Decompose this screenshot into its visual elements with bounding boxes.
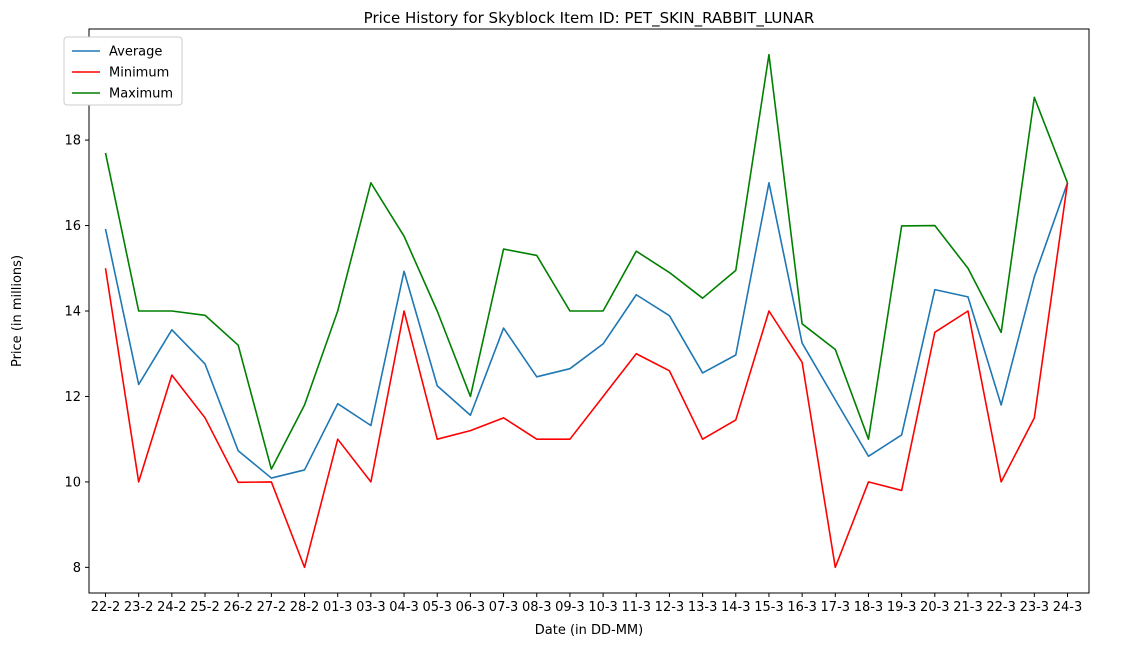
x-tick-label: 04-3 xyxy=(389,600,419,615)
x-tick-label: 17-3 xyxy=(821,600,851,615)
chart-title: Price History for Skyblock Item ID: PET_… xyxy=(364,9,815,28)
x-tick-label: 08-3 xyxy=(522,600,552,615)
legend-label-maximum: Maximum xyxy=(109,87,173,102)
x-tick-label: 26-2 xyxy=(223,600,253,615)
y-tick-label: 10 xyxy=(64,475,81,490)
x-tick-label: 13-3 xyxy=(688,600,718,615)
series-line-average xyxy=(104,182,1069,479)
x-tick-label: 07-3 xyxy=(489,600,519,615)
x-tick-label: 10-3 xyxy=(588,600,618,615)
y-tick-label: 16 xyxy=(64,219,81,234)
x-tick-label: 23-2 xyxy=(124,600,154,615)
y-tick-label: 8 xyxy=(73,561,81,576)
x-tick-label: 24-2 xyxy=(157,600,187,615)
legend-box xyxy=(63,36,183,106)
y-axis-ticks: 8101214161820 xyxy=(64,48,89,576)
x-tick-label: 21-3 xyxy=(953,600,983,615)
x-tick-label: 18-3 xyxy=(854,600,884,615)
series-line-minimum xyxy=(104,182,1069,569)
x-tick-label: 03-3 xyxy=(356,600,386,615)
x-tick-label: 06-3 xyxy=(456,600,486,615)
x-tick-label: 23-3 xyxy=(1020,600,1050,615)
x-tick-label: 20-3 xyxy=(920,600,950,615)
x-axis-label: Date (in DD-MM) xyxy=(535,623,643,638)
y-tick-label: 18 xyxy=(64,134,81,149)
y-tick-label: 12 xyxy=(64,390,81,405)
x-tick-label: 22-2 xyxy=(91,600,121,615)
x-tick-label: 27-2 xyxy=(257,600,287,615)
x-tick-label: 22-3 xyxy=(986,600,1016,615)
y-axis-label: Price (in millions) xyxy=(10,255,25,367)
x-axis-ticks: 22-2 23-2 24-2 25-2 26-2 27-2 28-2 01-3 03-3 04-3… xyxy=(91,593,1083,615)
x-tick-label: 12-3 xyxy=(655,600,685,615)
x-tick-label: 19-3 xyxy=(887,600,917,615)
x-tick-label: 25-2 xyxy=(190,600,220,615)
x-tick-label: 14-3 xyxy=(721,600,751,615)
x-tick-label: 05-3 xyxy=(422,600,452,615)
series-lines xyxy=(104,53,1069,569)
legend-label-average: Average xyxy=(109,45,162,60)
x-tick-label: 16-3 xyxy=(787,600,817,615)
legend-label-minimum: Minimum xyxy=(109,66,169,81)
series-line-maximum xyxy=(104,53,1069,470)
x-tick-label: 09-3 xyxy=(555,600,585,615)
x-tick-label: 11-3 xyxy=(622,600,652,615)
y-tick-label: 14 xyxy=(64,305,81,320)
legend: Average Minimum Maximum xyxy=(63,36,183,106)
x-tick-label: 28-2 xyxy=(290,600,320,615)
x-tick-label: 01-3 xyxy=(323,600,353,615)
x-tick-label: 24-3 xyxy=(1053,600,1083,615)
x-tick-label: 15-3 xyxy=(754,600,784,615)
